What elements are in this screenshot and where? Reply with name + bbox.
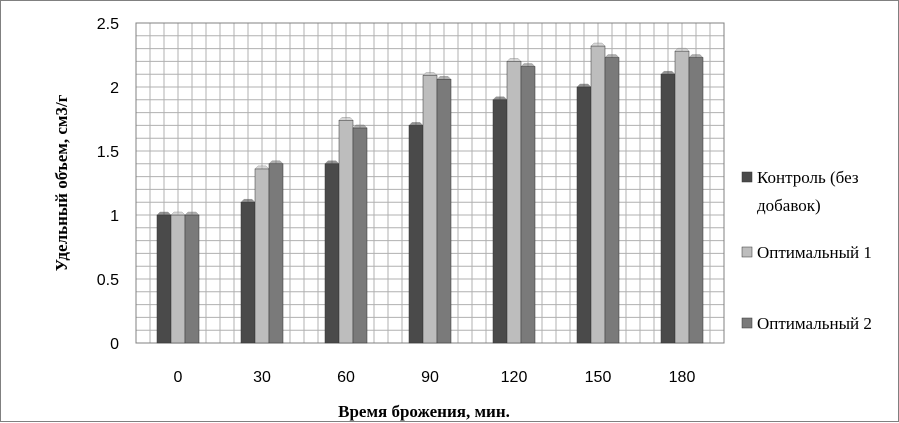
bar-top: [338, 117, 354, 121]
y-tick-label: 1.5: [97, 144, 119, 161]
x-tick-label: 120: [501, 369, 528, 386]
bar: [436, 79, 452, 344]
bar-top: [156, 211, 172, 216]
y-tick-label: 1: [110, 208, 119, 225]
bar-top: [506, 58, 522, 62]
legend-label: Оптимальный 1: [757, 243, 872, 262]
bar: [408, 125, 424, 344]
bar-top: [170, 211, 186, 216]
bar: [254, 168, 270, 344]
y-tick-label: 2: [110, 80, 119, 97]
bar-top: [660, 70, 676, 75]
bar-top: [254, 165, 270, 170]
x-axis-label: Время брожения, мин.: [338, 402, 510, 421]
x-tick-label: 0: [174, 369, 183, 386]
legend-swatch: [741, 171, 753, 183]
bar: [240, 201, 256, 344]
bar: [520, 66, 536, 344]
bar: [604, 57, 620, 344]
bar: [268, 163, 284, 344]
y-tick-label: 0: [110, 336, 119, 353]
x-tick-label: 150: [585, 369, 612, 386]
x-tick-label: 90: [421, 369, 439, 386]
y-tick-label: 0.5: [97, 272, 119, 289]
bar-top: [436, 76, 452, 80]
bar: [184, 214, 200, 344]
x-tick-label: 30: [253, 369, 271, 386]
bars: [156, 42, 704, 344]
legend-label: добавок): [757, 196, 821, 215]
bar: [170, 214, 186, 344]
bar: [156, 214, 172, 344]
bar: [576, 86, 592, 344]
bar-top: [674, 47, 690, 52]
y-tick-label: 2.5: [97, 16, 119, 33]
legend-swatch: [741, 246, 753, 258]
bar-top: [590, 42, 606, 47]
legend-label: Оптимальный 2: [757, 314, 872, 333]
x-tick-label: 180: [669, 369, 696, 386]
bar-top: [604, 54, 620, 58]
legend-swatch: [741, 317, 753, 329]
bar-top: [352, 124, 368, 129]
bar: [422, 75, 438, 344]
bar-top: [240, 198, 256, 203]
bar: [324, 163, 340, 344]
bar: [506, 61, 522, 344]
bar-top: [688, 54, 704, 58]
bar-top: [422, 72, 438, 76]
bar-top: [576, 83, 592, 88]
bar: [688, 57, 704, 344]
bar-top: [408, 122, 424, 126]
bar: [338, 120, 354, 344]
y-axis-label: Удельный объем, см3/г: [52, 94, 71, 271]
bar: [352, 127, 368, 344]
legend-label: Контроль (без: [757, 168, 859, 187]
bar: [660, 73, 676, 344]
bar: [590, 45, 606, 344]
bar-top: [492, 96, 508, 101]
x-tick-label: 60: [337, 369, 355, 386]
bar-top: [184, 211, 200, 216]
x-tick-labels: 0 30 60 90 120 150 180: [174, 369, 696, 386]
y-tick-labels: 0 0.5 1 1.5 2 2.5: [97, 16, 119, 353]
bar-top: [324, 160, 340, 165]
legend: Контроль (без добавок) Оптимальный 1 Оптима…: [741, 168, 872, 333]
bar-top: [520, 63, 536, 67]
bar: [492, 99, 508, 344]
bar-top: [268, 160, 284, 165]
bar: [674, 50, 690, 344]
